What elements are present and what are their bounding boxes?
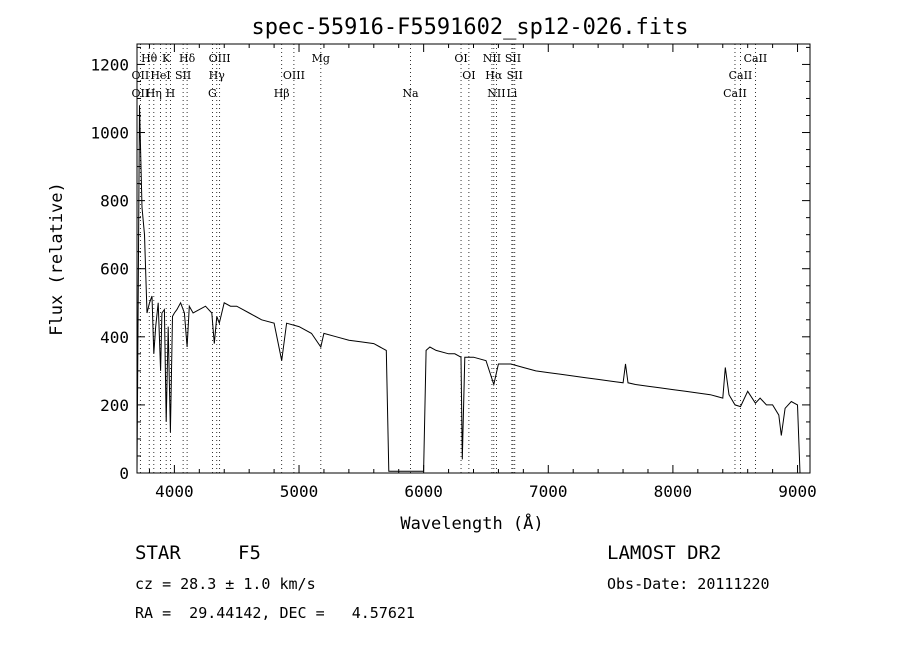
line-marker-label: OI — [462, 69, 475, 82]
x-tick-label: 7000 — [529, 482, 568, 501]
survey-label: LAMOST DR2 — [607, 542, 722, 564]
x-tick-label: 4000 — [155, 482, 194, 501]
line-marker-label: SII — [505, 52, 521, 65]
y-tick-label: 0 — [119, 464, 129, 483]
subclass-label: F5 — [238, 542, 261, 564]
y-tick-label: 1000 — [90, 124, 129, 143]
line-marker-label: Na — [402, 87, 419, 100]
redshift-text: cz = 28.3 ± 1.0 km/s — [135, 575, 316, 593]
axis-ticks: 4000 5000 6000 7000 8000 9000 0 200 400 600 800 100… — [90, 44, 817, 501]
line-marker-label: OII — [132, 87, 150, 100]
line-marker-label: HeI — [150, 69, 170, 82]
line-marker-label: CaII — [744, 52, 768, 65]
line-marker-label: NII — [487, 87, 505, 100]
line-marker-label: CaII — [729, 69, 753, 82]
line-marker-label: SII — [507, 69, 523, 82]
line-marker-label: Hα — [485, 69, 503, 82]
y-tick-label: 400 — [100, 328, 129, 347]
line-marker-label: Hθ — [141, 52, 158, 65]
obs-date-text: Obs-Date: 20111220 — [607, 575, 770, 593]
line-marker-label: H — [166, 87, 176, 100]
x-tick-label: 8000 — [654, 482, 693, 501]
y-tick-label: 600 — [100, 260, 129, 279]
line-marker-label: Hβ — [274, 87, 290, 100]
chart-title: spec-55916-F5591602_sp12-026.fits — [251, 15, 688, 40]
line-marker-label: OIII — [283, 69, 305, 82]
x-tick-label: 5000 — [280, 482, 319, 501]
y-tick-label: 200 — [100, 396, 129, 415]
line-marker-label: OII — [132, 69, 150, 82]
plot-frame — [136, 43, 811, 474]
line-marker-label: Mg — [312, 52, 330, 65]
line-marker-label: NII — [483, 52, 501, 65]
line-marker-label: Li — [506, 87, 517, 100]
x-axis-label: Wavelength (Å) — [400, 512, 543, 534]
line-marker-label: K — [162, 52, 171, 65]
line-marker-label: Hη — [146, 87, 162, 100]
line-marker-label: SII — [175, 69, 191, 82]
class-label: STAR — [135, 542, 181, 564]
line-marker-label: G — [208, 87, 217, 100]
y-axis-label: Flux (relative) — [47, 182, 67, 336]
line-marker-label: OI — [454, 52, 467, 65]
x-tick-label: 9000 — [778, 482, 817, 501]
coordinates-text: RA = 29.44142, DEC = 4.57621 — [135, 604, 415, 622]
line-marker-label: Hγ — [209, 69, 226, 82]
spectrum-series-line — [136, 105, 801, 474]
line-marker-label: OIII — [209, 52, 231, 65]
y-tick-label: 1200 — [90, 55, 129, 74]
line-marker-label: Hδ — [179, 52, 196, 65]
x-tick-label: 6000 — [404, 482, 443, 501]
line-marker-label: CaII — [723, 87, 747, 100]
y-tick-label: 800 — [100, 192, 129, 211]
